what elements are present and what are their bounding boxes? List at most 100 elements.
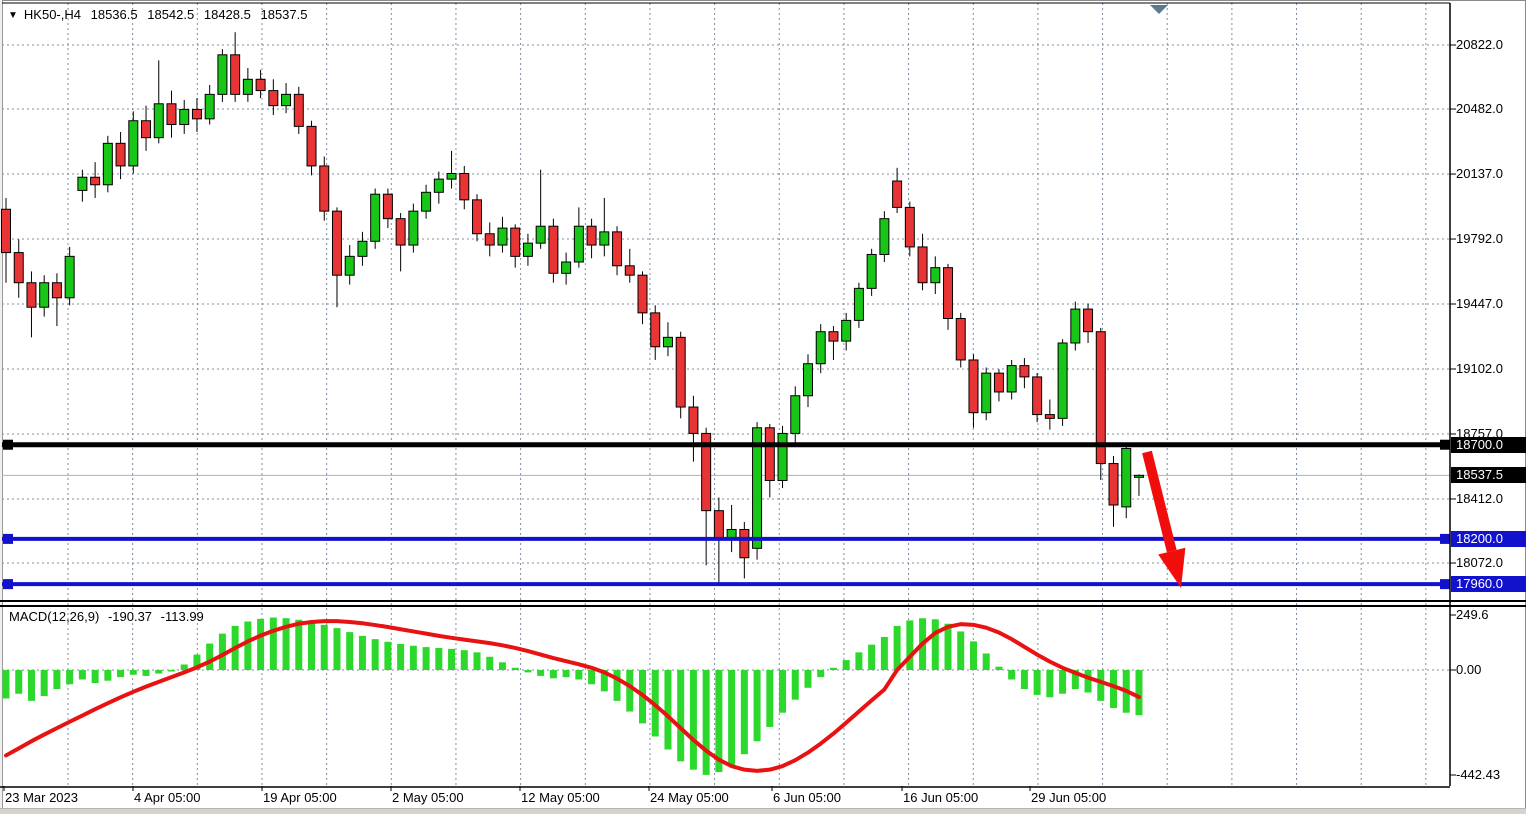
macd-histogram-bar bbox=[1084, 670, 1092, 693]
price-axis-label: 20137.0 bbox=[1456, 166, 1503, 182]
macd-histogram-bar bbox=[549, 670, 557, 679]
macd-histogram-bar bbox=[817, 670, 825, 678]
macd-histogram-bar bbox=[702, 670, 710, 775]
macd-histogram-bar bbox=[422, 647, 430, 670]
macd-histogram-bar bbox=[473, 652, 481, 670]
candle-bull bbox=[217, 54, 228, 95]
macd-histogram-bar bbox=[1135, 670, 1143, 716]
candle-bull bbox=[128, 120, 139, 167]
candle-bear bbox=[255, 78, 266, 92]
candle-bear bbox=[1108, 463, 1119, 506]
symbol-dropdown-icon[interactable]: ▼ bbox=[8, 10, 18, 21]
macd-histogram-bar bbox=[511, 667, 519, 670]
macd-histogram-bar bbox=[346, 632, 354, 670]
price-axis-label: 18412.0 bbox=[1456, 490, 1503, 506]
chart-shift-marker-icon[interactable] bbox=[1150, 5, 1168, 14]
macd-histogram-bar bbox=[1020, 670, 1028, 689]
candle-bull bbox=[39, 282, 50, 308]
candle-bull bbox=[421, 191, 432, 212]
candle-bear bbox=[764, 427, 775, 482]
macd-histogram-bar bbox=[995, 666, 1003, 670]
level-handle-right[interactable] bbox=[1440, 439, 1450, 450]
price-badge-18200.0: 18200.0 bbox=[1451, 530, 1526, 547]
candle-bear bbox=[1032, 376, 1043, 416]
level-handle-left[interactable] bbox=[3, 533, 13, 544]
price-axis-label: 19447.0 bbox=[1456, 296, 1503, 311]
candle-bull bbox=[102, 142, 113, 186]
price-badge-18537.5: 18537.5 bbox=[1451, 467, 1526, 484]
candle-bull bbox=[370, 193, 381, 242]
candle-bull bbox=[242, 78, 253, 95]
macd-histogram-bar bbox=[855, 652, 863, 670]
macd-histogram-bar bbox=[842, 660, 850, 670]
macd-histogram-bar bbox=[1059, 670, 1067, 694]
candle-bull bbox=[446, 172, 457, 180]
candle-bull bbox=[662, 336, 673, 348]
macd-histogram-bar bbox=[2, 670, 10, 699]
macd-histogram-bar bbox=[397, 643, 405, 670]
panel-separator-top[interactable] bbox=[0, 600, 1526, 602]
candle-bear bbox=[955, 318, 966, 361]
macd-histogram-bar bbox=[167, 670, 175, 672]
time-axis-label: 19 Apr 05:00 bbox=[263, 790, 337, 805]
info-high: 18542.5 bbox=[147, 7, 195, 22]
macd-histogram-bar bbox=[613, 670, 621, 701]
macd-histogram-bar bbox=[193, 654, 201, 670]
time-axis-label: 16 Jun 05:00 bbox=[903, 790, 979, 805]
price-badge-18700.0: 18700.0 bbox=[1451, 436, 1526, 453]
trend-arrow-head[interactable] bbox=[1158, 547, 1186, 588]
macd-axis-label: 249.6 bbox=[1456, 607, 1489, 622]
candle-bear bbox=[943, 267, 954, 320]
macd-histogram-bar bbox=[320, 624, 328, 670]
macd-histogram-bar bbox=[906, 620, 914, 670]
candle-bear bbox=[230, 54, 241, 95]
info-low: 18428.5 bbox=[203, 7, 251, 22]
trend-arrow-shaft[interactable] bbox=[1142, 450, 1177, 553]
macd-histogram-bar bbox=[244, 621, 252, 670]
level-handle-left[interactable] bbox=[3, 439, 13, 450]
candle-bull bbox=[573, 225, 584, 263]
panel-separator-bottom[interactable] bbox=[0, 605, 1526, 607]
candle-bull bbox=[1006, 365, 1017, 393]
macd-name: MACD(12,26,9) bbox=[9, 609, 100, 624]
candle-bear bbox=[293, 93, 304, 127]
macd-histogram-bar bbox=[829, 667, 837, 670]
level-handle-right[interactable] bbox=[1440, 533, 1450, 544]
level-handle-left[interactable] bbox=[3, 579, 13, 590]
candle-bear bbox=[739, 528, 750, 559]
candle-bear bbox=[892, 180, 903, 208]
candle-bear bbox=[306, 125, 317, 167]
macd-histogram-bar bbox=[766, 670, 774, 727]
candle-bull bbox=[433, 178, 444, 193]
candle-bull bbox=[179, 108, 190, 125]
macd-histogram-bar bbox=[460, 650, 468, 670]
macd-histogram-bar bbox=[791, 670, 799, 700]
candle-bull bbox=[981, 372, 992, 414]
macd-histogram-bar bbox=[893, 625, 901, 670]
macd-histogram-bar bbox=[486, 656, 494, 670]
macd-histogram-bar bbox=[575, 670, 583, 680]
macd-histogram-bar bbox=[664, 670, 672, 750]
macd-histogram-bar bbox=[1110, 670, 1118, 708]
candle-bull bbox=[522, 242, 533, 257]
level-handle-right[interactable] bbox=[1440, 579, 1450, 590]
candle-bull bbox=[535, 225, 546, 244]
macd-histogram-bar bbox=[40, 670, 48, 697]
candle-bull bbox=[815, 331, 826, 365]
candle-bear bbox=[650, 312, 661, 348]
window-bottom-strip bbox=[0, 808, 1526, 814]
candle-bull bbox=[1133, 474, 1144, 478]
candle-bull bbox=[599, 231, 610, 246]
macd-histogram-bar bbox=[282, 618, 290, 670]
candle-bull bbox=[752, 427, 763, 549]
candle-bull bbox=[1057, 342, 1068, 419]
candle-bear bbox=[548, 225, 559, 274]
macd-signal-line bbox=[4, 619, 1141, 773]
candle-bear bbox=[472, 199, 483, 235]
time-axis-label: 12 May 05:00 bbox=[521, 790, 600, 805]
macd-axis-label: -442.43 bbox=[1456, 767, 1501, 782]
candle-bear bbox=[1, 208, 11, 254]
macd-histogram-bar bbox=[715, 670, 723, 773]
candle-bear bbox=[917, 246, 928, 284]
